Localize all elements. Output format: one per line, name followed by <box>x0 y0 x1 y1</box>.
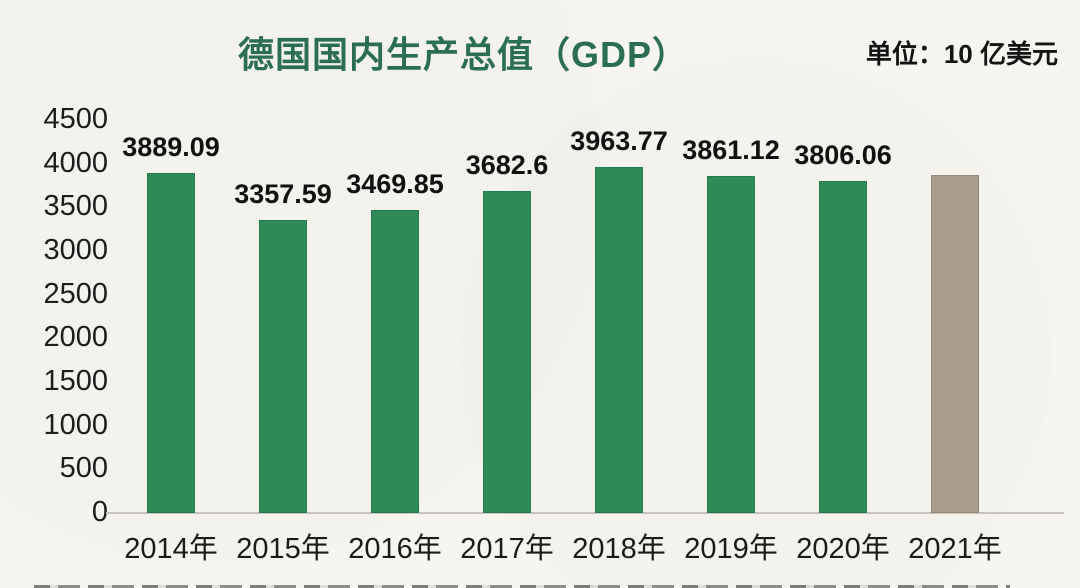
bar-2017 <box>483 191 531 513</box>
bar-value-label: 3963.77 <box>570 125 668 156</box>
scan-artifact-bottom-edge <box>34 585 1010 588</box>
bar-value-label: 3357.59 <box>234 178 332 209</box>
y-tick-label: 0 <box>91 496 108 528</box>
bar-2020 <box>819 180 867 513</box>
y-tick-label: 3000 <box>43 234 108 266</box>
x-tick-label: 2014年 <box>124 533 218 565</box>
bar-value-label: 3469.85 <box>346 168 444 199</box>
y-tick-label: 3500 <box>43 190 108 223</box>
bar-value-label: 3861.12 <box>682 134 780 165</box>
bar-slot-2020: 3806.06 2020年 <box>787 120 899 565</box>
bar-slot-2018: 3963.77 2018年 <box>563 120 675 565</box>
bar-value-label: 3889.09 <box>122 132 220 163</box>
y-tick-label: 4000 <box>43 146 108 179</box>
bar-2015 <box>259 219 307 513</box>
y-tick-label: 1500 <box>43 365 108 397</box>
bar-value-label: 3806.06 <box>794 139 892 170</box>
y-tick-label: 2500 <box>43 277 108 310</box>
bar-2016 <box>371 209 419 513</box>
bar-2019 <box>707 175 755 513</box>
x-tick-label: 2020年 <box>796 533 890 565</box>
y-axis: 4500 4000 3500 3000 2500 2000 1500 1000 500 0 <box>28 0 108 588</box>
x-tick-label: 2017年 <box>460 533 554 565</box>
y-tick-label: 2000 <box>43 321 108 354</box>
plot-area: 3889.09 2014年 3357.59 2015年 3469.85 2016年 3682… <box>115 120 1011 565</box>
bar-2021 <box>931 175 979 513</box>
bar-slot-2017: 3682.6 2017年 <box>451 120 563 565</box>
x-tick-label: 2018年 <box>572 533 666 565</box>
x-tick-label: 2019年 <box>684 533 778 565</box>
bar-slot-2016: 3469.85 2016年 <box>339 120 451 565</box>
bar-slot-2021: 2021年 <box>899 120 1011 565</box>
y-tick-label: 4500 <box>43 103 108 135</box>
y-tick-label: 500 <box>59 452 108 485</box>
x-tick-label: 2015年 <box>236 533 330 565</box>
bar-slot-2015: 3357.59 2015年 <box>227 120 339 565</box>
bar-2014 <box>147 173 195 513</box>
bar-2018 <box>595 166 643 513</box>
bar-slot-2014: 3889.09 2014年 <box>115 120 227 565</box>
unit-label: 单位：10 亿美元 <box>865 39 1058 69</box>
x-tick-label: 2021年 <box>908 533 1002 565</box>
bar-value-label: 3682.6 <box>465 150 549 181</box>
x-tick-label: 2016年 <box>348 533 442 565</box>
y-tick-label: 1000 <box>43 408 108 441</box>
chart-title: 德国国内生产总值（GDP） <box>238 34 690 75</box>
bar-slot-2019: 3861.12 2019年 <box>675 120 787 565</box>
x-axis-line <box>106 512 1064 514</box>
